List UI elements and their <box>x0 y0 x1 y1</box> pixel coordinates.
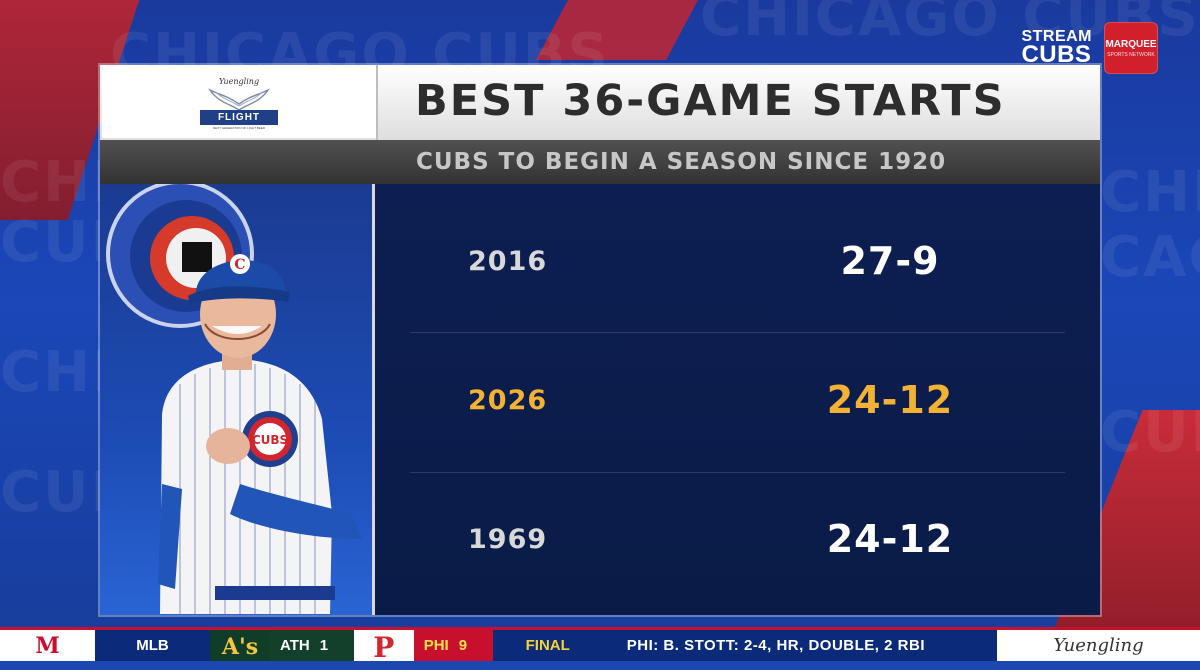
home-team: PHI 9 <box>413 630 493 661</box>
away-team-abbr: ATH <box>280 637 310 654</box>
stream-cubs-logo: STREAM CUBS <box>1021 29 1092 67</box>
marquee-logo: MARQUEE SPORTS NETWORK <box>1104 22 1158 74</box>
sponsor-box: Yuengling FLIGHT NEXT GENERATION OF LIGH… <box>102 69 376 138</box>
stream-logo-line2: CUBS <box>1021 41 1092 69</box>
record-row: 1969 24-12 <box>410 470 1065 608</box>
marquee-logo-text: MARQUEE <box>1105 38 1157 50</box>
row-year: 2026 <box>468 384 548 416</box>
row-year: 2016 <box>468 245 548 277</box>
records-table: 2016 27-9 2026 24-12 1969 24-12 <box>375 184 1100 615</box>
row-divider <box>410 472 1065 473</box>
away-team: ATH 1 <box>270 630 354 661</box>
panel-divider <box>372 184 375 615</box>
title-divider <box>376 65 378 140</box>
stats-panel: Yuengling FLIGHT NEXT GENERATION OF LIGH… <box>100 65 1100 615</box>
bg-watermark: CAGO <box>1100 225 1200 290</box>
sponsor-tagline: NEXT GENERATION OF LIGHT BEER <box>212 126 265 130</box>
sponsor-badge: FLIGHT <box>199 110 279 125</box>
athletics-logo-icon: A's <box>210 630 270 664</box>
graphic-subtitle: CUBS TO BEGIN A SEASON SINCE 1920 <box>416 149 947 175</box>
ticker-bottom-bar <box>0 661 1200 670</box>
record-row: 2016 27-9 <box>410 192 1065 330</box>
game-status: FINAL <box>492 630 603 661</box>
home-team-score: 9 <box>458 637 468 654</box>
graphic-title: BEST 36-GAME STARTS <box>415 76 1006 126</box>
ticker-league: MLB <box>95 630 210 661</box>
game-note: PHI: B. STOTT: 2-4, HR, DOUBLE, 2 RBI <box>602 630 997 661</box>
row-record: 24-12 <box>826 378 954 422</box>
svg-text:C: C <box>234 257 245 273</box>
m-logo-glyph: M <box>35 632 60 659</box>
title-bar: Yuengling FLIGHT NEXT GENERATION OF LIGH… <box>100 65 1100 140</box>
marquee-m-logo: M <box>0 630 95 661</box>
row-record: 27-9 <box>840 239 940 283</box>
manager-illustration: CUBS C <box>106 184 362 614</box>
manager-photo: CUBS C <box>100 184 372 615</box>
away-team-score: 1 <box>319 637 329 654</box>
bg-watermark: CHI <box>1100 160 1200 225</box>
stream-logo-line1: STREAM <box>1021 28 1092 45</box>
row-divider <box>410 332 1065 333</box>
phillies-logo-icon: P <box>353 630 414 664</box>
record-row-highlighted: 2026 24-12 <box>410 331 1065 469</box>
broadcast-logos: STREAM CUBS MARQUEE SPORTS NETWORK <box>1021 22 1158 74</box>
bg-watermark: CUBS <box>1100 400 1200 465</box>
score-ticker: M MLB A's ATH 1 P PHI 9 FINAL PHI: B. ST… <box>0 627 1200 664</box>
marquee-logo-sub: SPORTS NETWORK <box>1107 51 1155 58</box>
sponsor-brand: Yuengling <box>218 77 260 86</box>
ticker-sponsor: Yuengling <box>997 630 1200 661</box>
home-team-abbr: PHI <box>423 637 449 654</box>
svg-text:CUBS: CUBS <box>252 433 288 447</box>
wings-icon <box>208 88 270 111</box>
row-year: 1969 <box>468 523 548 555</box>
row-record: 24-12 <box>826 517 954 561</box>
subtitle-bar: CUBS TO BEGIN A SEASON SINCE 1920 <box>100 140 1100 184</box>
